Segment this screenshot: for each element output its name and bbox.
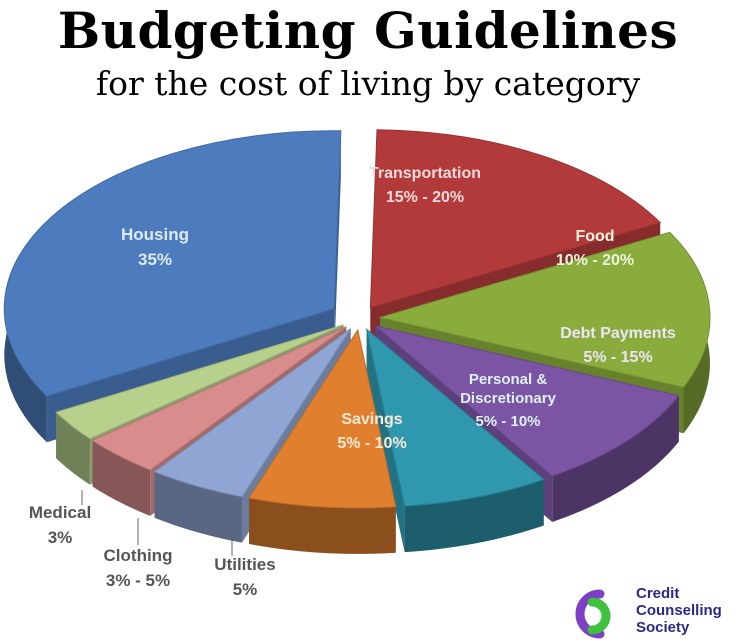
- slice-value-medical: 3%: [48, 528, 73, 547]
- slice-value-personal-discretionary: 5% - 10%: [475, 413, 540, 430]
- slice-label-clothing: Clothing 3% - 5%: [104, 546, 173, 590]
- slice-value-transportation: 15% - 20%: [386, 189, 464, 206]
- slice-label-personal-discretionary: Personal & Discretionary 5% - 10%: [460, 371, 557, 430]
- logo-text: Credit Counselling Society: [636, 585, 736, 636]
- slice-label-medical: Medical 3%: [29, 503, 91, 547]
- slice-label-debt-payments: Debt Payments 5% - 15%: [560, 325, 676, 366]
- slice-value-food: 10% - 20%: [556, 252, 634, 269]
- logo-line-1: Credit: [636, 585, 680, 602]
- slice-label-housing: Housing 35%: [121, 225, 189, 269]
- pie-slice-personal-discretionary: [365, 327, 545, 553]
- slice-value-utilities: 5%: [233, 580, 258, 599]
- slice-label-transportation: Transportation 15% - 20%: [369, 165, 481, 206]
- slice-value-housing: 35%: [138, 250, 172, 269]
- slice-value-clothing: 3% - 5%: [106, 571, 170, 590]
- slice-value-savings: 5% - 10%: [337, 435, 406, 452]
- slice-value-debt-payments: 5% - 15%: [583, 349, 652, 366]
- credit-counselling-society-logo-icon: [575, 589, 611, 639]
- slice-label-utilities: Utilities 5%: [214, 555, 275, 599]
- chart-title: Budgeting Guidelines: [57, 1, 679, 60]
- slice-label-food: Food 10% - 20%: [556, 228, 634, 269]
- logo-line-2: Counselling: [636, 602, 722, 619]
- logo-line-3: Society: [636, 619, 690, 636]
- pie-slice-savings: [248, 328, 397, 554]
- slice-label-savings: Savings 5% - 10%: [337, 411, 406, 452]
- chart-subtitle: for the cost of living by category: [95, 64, 641, 103]
